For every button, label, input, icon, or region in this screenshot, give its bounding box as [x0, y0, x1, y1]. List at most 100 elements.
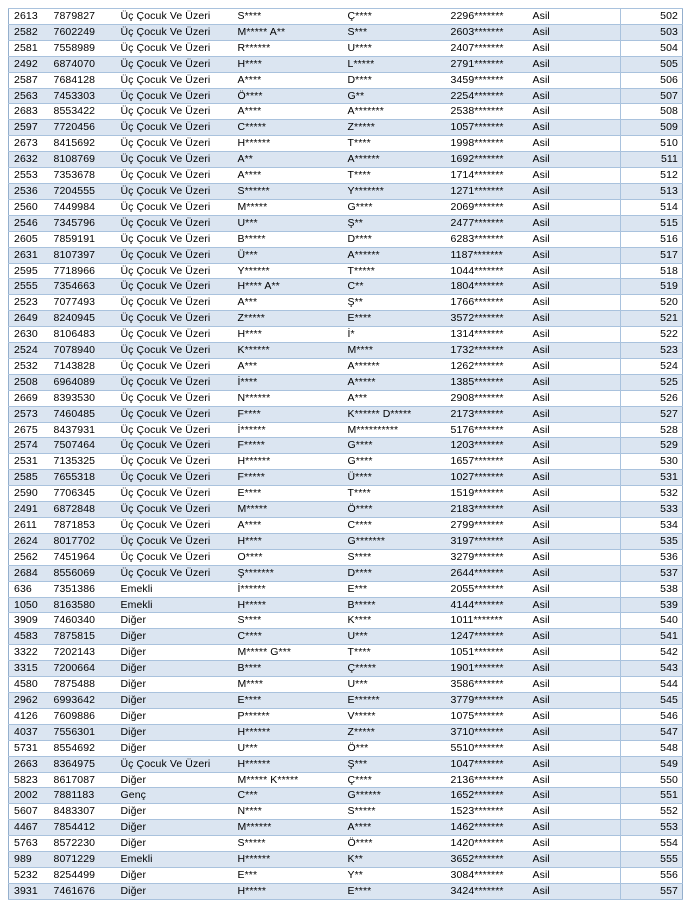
cell-last-name-masked: A**** [342, 819, 446, 837]
cell-sequence-no: 2574 [8, 437, 49, 455]
cell-sequence-no: 636 [8, 580, 49, 598]
cell-id-number-masked: 1051******* [445, 644, 528, 662]
table-row: 2631 8107397 Üç Çocuk Ve Üzeri Ü*** A***… [8, 246, 683, 264]
table-row: 2562 7451964 Üç Çocuk Ve Üzeri O**** S**… [8, 548, 683, 566]
cell-row-no: 506 [620, 71, 683, 89]
cell-category: Emekli [115, 596, 233, 614]
cell-id-number-masked: 3424******* [445, 882, 528, 900]
cell-status: Asil [527, 230, 621, 248]
cell-first-name-masked: H****** [232, 453, 343, 471]
cell-row-no: 516 [620, 230, 683, 248]
table-row: 2587 7684128 Üç Çocuk Ve Üzeri A**** D**… [8, 71, 683, 89]
cell-last-name-masked: S***** [342, 803, 446, 821]
cell-sequence-no: 2562 [8, 548, 49, 566]
cell-application-no: 7684128 [48, 71, 116, 89]
cell-last-name-masked: Ç**** [342, 8, 446, 25]
cell-sequence-no: 5607 [8, 803, 49, 821]
cell-category: Üç Çocuk Ve Üzeri [115, 135, 233, 153]
cell-row-no: 557 [620, 882, 683, 900]
cell-sequence-no: 3931 [8, 882, 49, 900]
cell-status: Asil [527, 135, 621, 153]
cell-application-no: 8554692 [48, 739, 116, 757]
cell-sequence-no: 2532 [8, 357, 49, 375]
cell-application-no: 7200664 [48, 660, 116, 678]
cell-id-number-masked: 2407******* [445, 39, 528, 57]
cell-category: Üç Çocuk Ve Üzeri [115, 357, 233, 375]
cell-first-name-masked: H**** [232, 532, 343, 550]
cell-application-no: 8071229 [48, 851, 116, 868]
cell-id-number-masked: 1385******* [445, 373, 528, 391]
cell-row-no: 517 [620, 246, 683, 264]
cell-row-no: 540 [620, 612, 683, 630]
cell-category: Üç Çocuk Ve Üzeri [115, 151, 233, 169]
cell-sequence-no: 2536 [8, 182, 49, 200]
cell-sequence-no: 2663 [8, 755, 49, 773]
cell-id-number-masked: 1519******* [445, 485, 528, 503]
cell-first-name-masked: Z***** [232, 310, 343, 328]
table-row: 4580 7875488 Diğer M**** U*** 3586******… [8, 676, 683, 693]
cell-application-no: 6874070 [48, 55, 116, 73]
cell-first-name-masked: F***** [232, 469, 343, 487]
cell-application-no: 7558989 [48, 39, 116, 57]
cell-application-no: 7451964 [48, 548, 116, 566]
table-row: 2962 6993642 Diğer E**** E****** 3779***… [8, 691, 683, 709]
cell-application-no: 7859191 [48, 230, 116, 248]
cell-status: Asil [527, 644, 621, 662]
table-row: 2585 7655318 Üç Çocuk Ve Üzeri F***** Ü*… [8, 469, 683, 487]
cell-last-name-masked: A****** [342, 151, 446, 169]
cell-application-no: 7202143 [48, 644, 116, 662]
cell-row-no: 524 [620, 357, 683, 375]
cell-sequence-no: 2611 [8, 517, 49, 534]
cell-id-number-masked: 2069******* [445, 198, 528, 216]
cell-application-no: 8553422 [48, 103, 116, 121]
cell-id-number-masked: 3779******* [445, 691, 528, 709]
cell-id-number-masked: 1732******* [445, 342, 528, 359]
cell-category: Üç Çocuk Ve Üzeri [115, 517, 233, 534]
cell-row-no: 536 [620, 548, 683, 566]
cell-row-no: 554 [620, 835, 683, 853]
cell-first-name-masked: H****** [232, 135, 343, 153]
table-row: 2683 8553422 Üç Çocuk Ve Üzeri A**** A**… [8, 103, 683, 121]
cell-last-name-masked: T**** [342, 485, 446, 503]
cell-status: Asil [527, 39, 621, 57]
cell-status: Asil [527, 198, 621, 216]
cell-first-name-masked: İ****** [232, 421, 343, 439]
cell-first-name-masked: İ**** [232, 373, 343, 391]
cell-id-number-masked: 2477******* [445, 214, 528, 232]
cell-sequence-no: 2630 [8, 326, 49, 344]
cell-sequence-no: 4583 [8, 628, 49, 646]
cell-row-no: 522 [620, 326, 683, 344]
cell-row-no: 545 [620, 691, 683, 709]
cell-category: Diğer [115, 707, 233, 725]
cell-last-name-masked: S*** [342, 23, 446, 41]
cell-last-name-masked: Ö*** [342, 739, 446, 757]
cell-category: Üç Çocuk Ve Üzeri [115, 230, 233, 248]
cell-status: Asil [527, 691, 621, 709]
cell-status: Asil [527, 548, 621, 566]
cell-row-no: 518 [620, 262, 683, 280]
cell-category: Üç Çocuk Ve Üzeri [115, 103, 233, 121]
cell-row-no: 555 [620, 851, 683, 868]
cell-last-name-masked: E**** [342, 882, 446, 900]
cell-application-no: 8617087 [48, 771, 116, 789]
cell-row-no: 547 [620, 723, 683, 741]
cell-status: Asil [527, 612, 621, 630]
cell-row-no: 510 [620, 135, 683, 153]
cell-sequence-no: 2555 [8, 278, 49, 296]
cell-application-no: 8364975 [48, 755, 116, 773]
cell-last-name-masked: Ş** [342, 294, 446, 312]
cell-last-name-masked: Ç***** [342, 660, 446, 678]
cell-first-name-masked: Ş******* [232, 564, 343, 582]
cell-status: Asil [527, 23, 621, 41]
cell-status: Asil [527, 55, 621, 73]
cell-status: Asil [527, 8, 621, 25]
cell-last-name-masked: G******* [342, 532, 446, 550]
cell-category: Üç Çocuk Ve Üzeri [115, 55, 233, 73]
cell-application-no: 7875488 [48, 676, 116, 693]
cell-row-no: 523 [620, 342, 683, 359]
cell-category: Üç Çocuk Ve Üzeri [115, 262, 233, 280]
table-row: 4126 7609886 Diğer P****** V***** 1075**… [8, 707, 683, 725]
cell-last-name-masked: Z***** [342, 119, 446, 137]
cell-sequence-no: 5731 [8, 739, 49, 757]
